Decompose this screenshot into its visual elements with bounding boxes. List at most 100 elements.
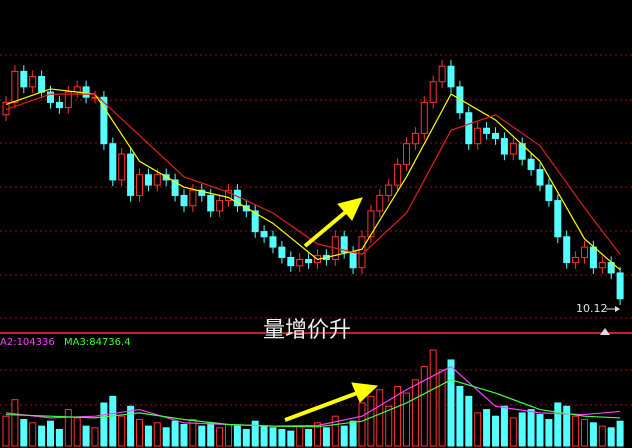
candle-body [420, 101, 428, 134]
volume-bar [331, 415, 339, 447]
volume-bar [367, 395, 375, 447]
candle-body [492, 132, 499, 140]
volume-bar [403, 392, 410, 447]
volume-bar [180, 423, 188, 447]
candle-body [29, 76, 37, 88]
volume-bar [394, 385, 402, 447]
candle-body [82, 86, 90, 98]
volume-bar [29, 422, 37, 447]
price-arrowhead [337, 197, 363, 221]
candle-body [47, 91, 54, 103]
volume-panel [2, 349, 624, 447]
arrows [284, 197, 379, 422]
candle-body [438, 65, 446, 83]
candle-body [216, 200, 224, 212]
volume-bar [349, 420, 357, 447]
volume-bar [100, 402, 108, 447]
volume-bar [500, 405, 508, 447]
candle-body [144, 174, 152, 186]
volume-bar [20, 419, 28, 447]
candle-body [225, 189, 232, 202]
candle-body [385, 184, 393, 196]
volume-bar [563, 405, 571, 447]
volume-arrow [284, 390, 361, 422]
candle-body [447, 65, 455, 88]
volume-bar [153, 422, 161, 447]
volume-bar [581, 419, 588, 447]
volume-moving-average [5, 379, 621, 428]
volume-bar [545, 419, 553, 447]
last-price-label: 10.12 [576, 302, 608, 315]
candle-body [394, 163, 402, 186]
volume-bar [527, 409, 535, 447]
volume-bar [411, 379, 419, 447]
candle-body [118, 153, 126, 181]
candle-body [198, 189, 206, 196]
candle-body [554, 200, 562, 238]
candle-body [536, 169, 544, 186]
candle-body [340, 236, 348, 253]
volume-bar [225, 423, 232, 447]
candle-body [207, 194, 215, 212]
volume-bar [233, 425, 241, 447]
volume-bar [385, 405, 393, 447]
candle-body [305, 259, 313, 264]
volume-bar [358, 402, 366, 447]
volume-bar [171, 420, 179, 447]
candle-body [616, 272, 624, 300]
volume-bar [287, 430, 295, 447]
volume-bar [340, 425, 348, 447]
candle-body [189, 189, 197, 207]
candle-body [100, 96, 108, 145]
candle-body [278, 246, 286, 258]
marker-triangle [600, 328, 610, 335]
candle-body [563, 236, 571, 264]
volume-bar [278, 428, 286, 447]
volume-bar [536, 414, 544, 447]
candle-body [180, 194, 188, 207]
candle-body [509, 143, 517, 155]
volume-bar [260, 425, 268, 447]
candle-body [171, 179, 179, 196]
volume-bar [127, 405, 135, 447]
volume-bar [607, 427, 615, 447]
price-arrow [303, 208, 350, 248]
volume-bar [322, 427, 330, 447]
volume-bar [2, 415, 10, 447]
candle-body [269, 236, 277, 248]
volume-bar [456, 385, 464, 447]
volume-bar [598, 425, 606, 447]
candle-body [287, 256, 295, 267]
candle-body [38, 76, 46, 93]
candle-body [527, 158, 535, 171]
candle-body [581, 246, 588, 258]
candle-body [127, 153, 135, 196]
candle-body [260, 231, 268, 238]
moving-average [5, 93, 621, 256]
volume-bar [38, 425, 46, 447]
volume-bar [73, 417, 81, 447]
candle-body [429, 81, 437, 103]
candle-body [589, 246, 597, 269]
candle-body [465, 112, 473, 145]
volume-moving-average [5, 365, 621, 427]
candle-body [109, 143, 117, 181]
candle-body [474, 127, 482, 145]
volume-bar [64, 409, 72, 447]
volume-bar [429, 349, 437, 447]
volume-bar [118, 415, 126, 447]
last-price-arrowhead [615, 306, 620, 312]
candle-body [367, 210, 375, 238]
volume-bar [554, 402, 562, 447]
volume-bar [198, 425, 206, 447]
volume-bar [518, 412, 526, 447]
volume-bar [269, 427, 277, 447]
volume-bar [465, 395, 473, 447]
volume-bar [162, 427, 170, 447]
candle-body [153, 174, 161, 186]
volume-bar [207, 422, 215, 447]
candle-body [403, 143, 410, 165]
candle-body [296, 259, 304, 267]
